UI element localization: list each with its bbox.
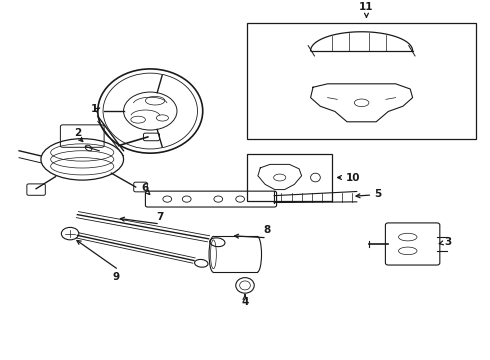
- Text: 4: 4: [241, 297, 249, 307]
- Bar: [247, 154, 332, 201]
- Text: 9: 9: [113, 272, 120, 282]
- Bar: [247, 23, 476, 139]
- Text: 7: 7: [156, 212, 164, 221]
- Text: 10: 10: [346, 172, 361, 183]
- Text: 3: 3: [444, 237, 451, 247]
- Text: 2: 2: [74, 129, 81, 139]
- Text: 5: 5: [374, 189, 381, 199]
- Text: 1: 1: [91, 104, 98, 114]
- Text: 6: 6: [142, 183, 149, 193]
- Text: 11: 11: [359, 2, 374, 12]
- Text: 8: 8: [263, 225, 270, 235]
